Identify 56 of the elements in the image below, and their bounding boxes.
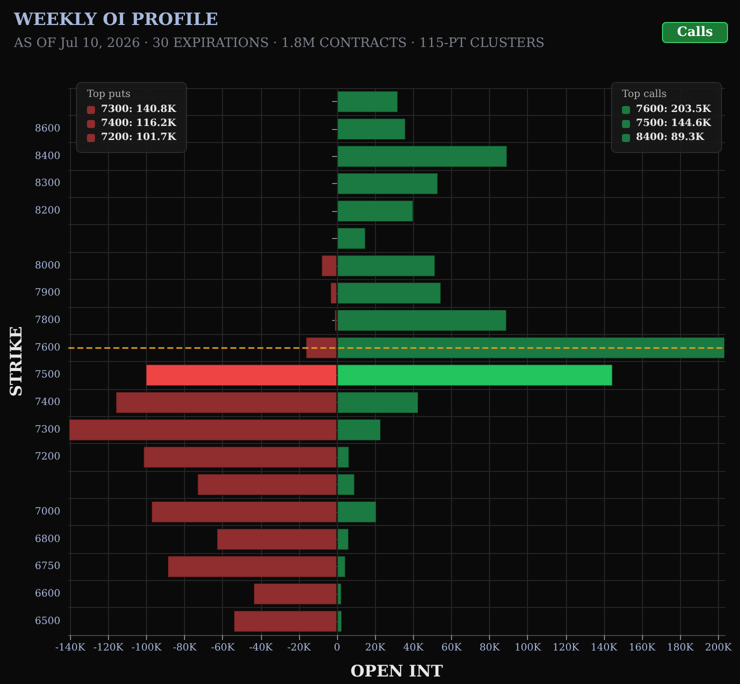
annotation: 7600: 203.5K [636,104,711,115]
x-tick-label: 120K [552,642,580,654]
x-tick-label: 180K [666,642,694,654]
y-tick-label: 7600 [34,342,60,354]
x-tick-label: 20K [365,642,386,654]
y-tick-label: 6800 [34,534,60,545]
y-tick-label: 8600 [34,124,60,135]
annotation: Top puts [87,89,132,100]
bar [337,310,507,332]
y-tick-label: 6600 [34,588,60,600]
annotation: 7200: 101.7K [101,132,176,143]
y-tick-label: 7300 [34,424,60,436]
bar [253,583,338,605]
x-tick-label: -60K [210,642,236,654]
annotation: 8400: 89.3K [636,132,704,143]
x-tick-label: 80K [479,642,500,654]
chart-subtitle: AS OF Jul 10, 2026 · 30 EXPIRATIONS · 1.8M CONTRACTS · 115-PT CLUSTERS [14,36,545,51]
x-tick-label: 40K [403,642,424,654]
annotation: 7500: 144.6K [636,118,711,129]
x-tick-label: 60K [441,642,462,654]
x-tick-label: -40K [249,642,274,654]
bar [337,172,438,195]
x-tick-label: -20K [287,642,312,654]
y-tick-label: 7400 [34,397,60,408]
x-tick-label: -80K [172,642,197,654]
bar [337,118,406,140]
y-tick-label: 7800 [34,314,60,326]
x-tick-label: -100K [132,642,162,654]
y-tick-label: 6750 [34,561,60,572]
y-tick-label: 7500 [34,370,60,381]
y-tick-label: 7000 [34,506,60,518]
x-tick-label: 140K [590,642,618,654]
text: Calls [662,22,728,43]
x-tick-label: 160K [628,642,656,654]
y-tick-label: 8300 [34,178,60,190]
y-tick-label: 8200 [34,206,60,217]
bar [337,200,414,222]
y-tick-label: 6500 [34,616,60,627]
annotation: 7300: 140.8K [101,104,176,115]
y-axis-title: STRIKE [6,326,26,397]
chart-title: WEEKLY OI PROFILE [14,10,218,30]
annotation: 7400: 116.2K [101,118,176,129]
x-axis-title: OPEN INT [350,662,443,680]
y-tick-label: 7200 [34,452,60,463]
x-tick-label: 200K [705,642,732,654]
annotation: Top calls [622,89,668,100]
bar [337,90,398,113]
x-tick-label: 100K [514,642,542,654]
bar [337,227,366,250]
y-tick-label: 7900 [34,288,60,299]
x-tick-label: -140K [55,642,86,654]
x-tick-label: -120K [93,642,124,654]
y-tick-label: 8000 [34,260,60,272]
bar [337,145,508,168]
x-tick-label: 0 [334,642,340,654]
y-tick-label: 8400 [34,150,60,162]
